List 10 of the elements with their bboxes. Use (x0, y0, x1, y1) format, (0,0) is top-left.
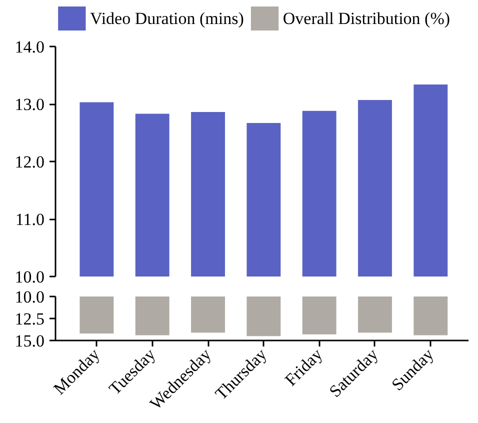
legend-label: Video Duration (mins) (90, 9, 244, 28)
y-tick-label: 14.0 (14, 38, 44, 56)
legend-label: Overall Distribution (%) (282, 9, 450, 28)
y-tick-label: 13.0 (14, 95, 44, 114)
y-tick-label: 10.0 (14, 268, 44, 286)
y-tick-label: 12.5 (14, 310, 44, 328)
y-tick-label: 12.0 (14, 152, 44, 172)
y-tick-label: 10.0 (14, 288, 44, 306)
y-tick-label: 15.0 (14, 332, 44, 350)
y-tick-label: 11.0 (15, 210, 45, 229)
